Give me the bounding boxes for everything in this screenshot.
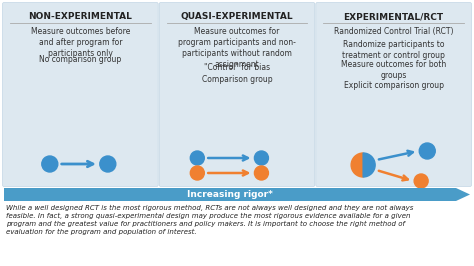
Text: QUASI-EXPERIMENTAL: QUASI-EXPERIMENTAL xyxy=(181,12,293,21)
Text: Randomized Control Trial (RCT): Randomized Control Trial (RCT) xyxy=(334,27,454,36)
Circle shape xyxy=(100,156,116,172)
Text: While a well designed RCT is the most rigorous method, RCTs are not always well : While a well designed RCT is the most ri… xyxy=(6,205,413,235)
Polygon shape xyxy=(4,188,470,201)
Text: Measure outcomes for
program participants and non-
participants without random
a: Measure outcomes for program participant… xyxy=(178,27,296,69)
Text: Explicit comparison group: Explicit comparison group xyxy=(344,81,444,89)
Circle shape xyxy=(255,151,268,165)
Text: "Control" for bias: "Control" for bias xyxy=(204,63,270,72)
Text: NON-EXPERIMENTAL: NON-EXPERIMENTAL xyxy=(28,12,132,21)
Circle shape xyxy=(190,151,204,165)
FancyBboxPatch shape xyxy=(2,2,158,186)
Text: Randomize participants to
treatment or control group: Randomize participants to treatment or c… xyxy=(342,40,445,60)
Text: Increasing rigor*: Increasing rigor* xyxy=(187,190,273,199)
Wedge shape xyxy=(351,153,363,177)
Circle shape xyxy=(414,174,428,188)
Text: No comparison group: No comparison group xyxy=(39,55,121,64)
Text: EXPERIMENTAL/RCT: EXPERIMENTAL/RCT xyxy=(344,12,444,21)
Circle shape xyxy=(190,166,204,180)
Circle shape xyxy=(42,156,58,172)
FancyBboxPatch shape xyxy=(159,2,315,186)
Circle shape xyxy=(255,166,268,180)
Circle shape xyxy=(419,143,435,159)
Text: Measure outcomes for both
groups: Measure outcomes for both groups xyxy=(341,60,447,80)
Text: Measure outcomes before
and after program for
participants only: Measure outcomes before and after progra… xyxy=(31,27,130,58)
Text: Comparison group: Comparison group xyxy=(202,76,272,85)
FancyBboxPatch shape xyxy=(316,2,472,186)
Wedge shape xyxy=(363,153,375,177)
